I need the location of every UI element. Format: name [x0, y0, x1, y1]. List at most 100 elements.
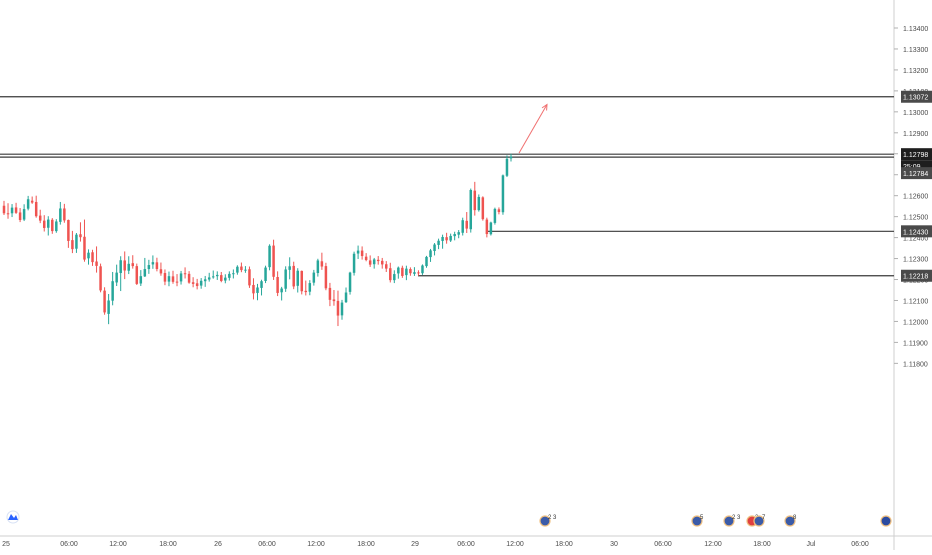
last-price-label-text: 1.12798	[903, 152, 928, 159]
arrow-shaft	[518, 104, 548, 154]
level-label-4[interactable]: 1.12218	[901, 269, 932, 282]
candle	[457, 230, 460, 239]
time-tick-label: 18:00	[357, 541, 375, 548]
price-axis[interactable]: 1.134001.133001.132001.131001.130001.129…	[894, 26, 932, 368]
time-axis[interactable]: 25 06:00 12:00 18:00 26 06:00 12:00 18:00 29 06:0…	[2, 541, 869, 548]
candle-body	[199, 280, 203, 286]
candle	[143, 257, 147, 278]
candle-body	[103, 290, 106, 313]
candle	[127, 256, 130, 275]
tradingview-logo-icon[interactable]	[6, 510, 20, 524]
candle	[308, 280, 312, 296]
candle	[175, 274, 179, 287]
candle-body	[352, 253, 356, 273]
candle	[433, 243, 436, 256]
time-tick-label: 12:00	[307, 541, 325, 548]
event-count: 7	[762, 515, 766, 521]
candle	[183, 267, 187, 279]
candle	[461, 217, 464, 236]
candle-body	[195, 283, 199, 287]
candle-body	[171, 276, 175, 282]
candle-body	[131, 263, 135, 267]
candle-body	[505, 158, 509, 176]
candle-body	[509, 156, 513, 159]
candle	[425, 255, 428, 268]
candle	[364, 253, 368, 262]
candle-body	[268, 245, 271, 268]
candle-body	[461, 220, 464, 233]
candle	[42, 215, 46, 232]
candle-body	[10, 207, 14, 214]
time-tick-label: 06:00	[654, 541, 672, 548]
brand-logo[interactable]	[6, 510, 20, 524]
candle-body	[308, 283, 312, 292]
candle	[264, 265, 267, 284]
candle	[348, 271, 352, 295]
event-flag-icon	[880, 515, 892, 527]
candle	[280, 286, 283, 301]
candle	[195, 278, 199, 290]
candle	[336, 290, 340, 327]
candle	[244, 266, 247, 273]
price-tick-label: 1.11900	[903, 340, 928, 347]
candle-body	[344, 292, 348, 303]
candle	[10, 204, 14, 218]
candle-body	[320, 261, 324, 267]
candle-body	[203, 279, 207, 282]
candle	[2, 200, 6, 215]
candle-body	[232, 273, 235, 275]
candle-body	[18, 212, 22, 220]
candle-body	[244, 269, 247, 271]
time-tick-label: 06:00	[258, 541, 276, 548]
candle-body	[280, 288, 283, 293]
candle	[332, 290, 336, 306]
economic-event-icon[interactable]: 5	[691, 515, 704, 527]
candle-body	[497, 209, 501, 213]
candle-body	[236, 266, 239, 273]
candle	[107, 293, 110, 325]
candle	[497, 207, 501, 215]
candle-body	[119, 260, 122, 274]
time-tick-label: 06:00	[60, 541, 78, 548]
candle	[501, 174, 505, 215]
economic-event-icon[interactable]: 8	[784, 515, 797, 527]
candle-body	[111, 281, 114, 301]
candle	[312, 269, 316, 286]
level-label-1[interactable]: 1.13072	[901, 90, 932, 103]
candle	[99, 263, 102, 293]
candle	[228, 271, 231, 281]
time-tick-label: 30	[610, 541, 618, 548]
economic-event-icon[interactable]: 7	[753, 515, 766, 527]
last-price-label[interactable]: 1.12798	[901, 148, 932, 161]
candle	[493, 207, 497, 225]
time-tick-label: 18:00	[555, 541, 573, 548]
candle-body	[264, 267, 267, 281]
event-flag-icon	[784, 515, 796, 527]
event-badges[interactable]: 23523278	[539, 515, 892, 527]
level-label-2[interactable]: 1.12784	[901, 167, 932, 180]
candle-body	[453, 234, 456, 237]
candle	[429, 248, 432, 262]
logo-mark	[8, 514, 18, 520]
candle	[296, 268, 299, 293]
candle	[509, 153, 513, 162]
economic-event-icon[interactable]	[880, 515, 892, 527]
candle	[417, 270, 420, 276]
candle	[352, 251, 356, 276]
candle-body	[139, 276, 143, 284]
candle	[171, 270, 175, 284]
candle	[292, 261, 295, 290]
time-tick-label: 18:00	[753, 541, 771, 548]
candle-body	[42, 220, 46, 228]
level-label-3[interactable]: 1.12430	[901, 225, 932, 238]
candle	[453, 231, 456, 241]
candle-body	[385, 264, 388, 269]
candle-body	[224, 277, 227, 281]
candle	[203, 275, 207, 287]
candle	[288, 257, 291, 280]
candle	[316, 258, 320, 277]
candle-body	[445, 237, 448, 241]
